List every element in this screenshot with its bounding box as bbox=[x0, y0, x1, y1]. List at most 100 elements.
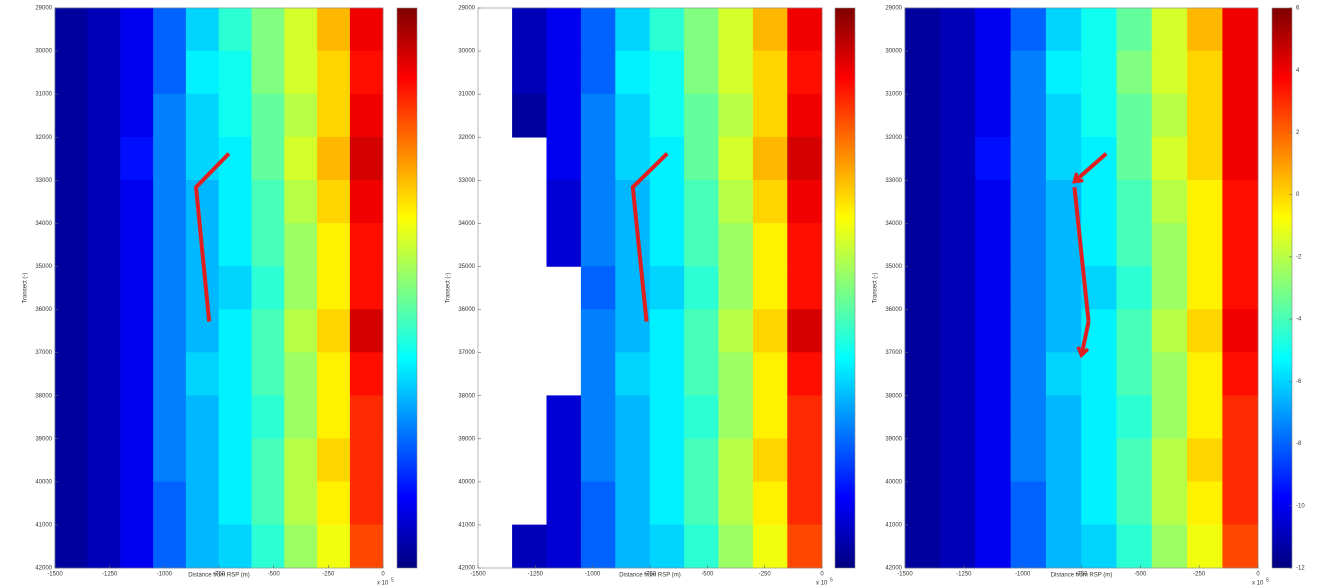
heatmap-cell bbox=[546, 93, 582, 138]
heatmap-cell bbox=[218, 223, 253, 267]
heatmap-cell bbox=[904, 266, 941, 310]
heatmap-cell bbox=[317, 309, 351, 353]
heatmap-cell bbox=[1151, 50, 1188, 95]
heatmap-cell bbox=[1116, 481, 1153, 526]
heatmap-cell bbox=[153, 93, 187, 138]
heatmap-cell bbox=[752, 50, 788, 95]
y-tick-label: 41000 bbox=[885, 523, 902, 529]
heatmap-cell bbox=[940, 50, 976, 95]
annotation-line bbox=[630, 152, 669, 322]
heatmap-cell bbox=[615, 50, 651, 95]
heatmap-cell bbox=[580, 93, 616, 138]
heatmap-cell bbox=[546, 7, 582, 52]
heatmap-cell bbox=[153, 50, 187, 95]
heatmap-cell bbox=[1222, 481, 1259, 526]
x-exponent: 5 bbox=[830, 577, 833, 583]
heatmap-cell bbox=[615, 438, 651, 483]
heatmap-cell bbox=[684, 481, 720, 526]
heatmap-cell bbox=[1116, 223, 1153, 267]
heatmap-cell bbox=[349, 50, 384, 95]
heatmap-cell bbox=[317, 352, 351, 396]
heatmap-cell bbox=[120, 266, 154, 310]
heatmap-cell bbox=[1222, 309, 1259, 353]
heatmap-cell bbox=[615, 481, 651, 526]
colorbar-tick-label: -12 bbox=[1296, 566, 1305, 572]
y-tick-label: 35000 bbox=[885, 264, 902, 270]
heatmap-cell bbox=[546, 180, 582, 224]
heatmap-cell bbox=[649, 481, 685, 526]
heatmap-cell bbox=[904, 50, 941, 95]
heatmap-cell bbox=[317, 180, 351, 224]
heatmap-cell bbox=[975, 524, 1012, 569]
heatmap-cell bbox=[975, 266, 1012, 310]
heatmap-cell bbox=[54, 136, 89, 181]
heatmap-cell bbox=[1081, 7, 1118, 52]
heatmap-cell bbox=[787, 266, 823, 310]
heatmap-cell bbox=[1116, 180, 1153, 224]
heatmap-cell bbox=[752, 223, 788, 267]
heatmap-cell bbox=[684, 136, 720, 181]
heatmap-cell bbox=[185, 352, 220, 396]
heatmap-cell bbox=[1151, 395, 1188, 440]
y-tick-label: 36000 bbox=[35, 307, 52, 313]
heatmap-cell bbox=[649, 266, 685, 310]
heatmap-cell bbox=[1222, 50, 1259, 95]
y-tick-label: 40000 bbox=[35, 479, 52, 485]
heatmap-cell bbox=[54, 7, 89, 52]
heatmap-cell bbox=[684, 93, 720, 138]
colorbar-tick-label: 4 bbox=[1296, 68, 1300, 74]
heatmap-cell bbox=[904, 481, 941, 526]
heatmap-cell bbox=[1187, 438, 1223, 483]
heatmap-cell bbox=[1010, 136, 1047, 181]
annotation-arrowhead bbox=[1076, 346, 1090, 359]
heatmap-cell bbox=[120, 50, 154, 95]
heatmap-cell bbox=[649, 7, 685, 52]
heatmap-cell bbox=[580, 352, 616, 396]
heatmap-cell bbox=[349, 309, 384, 353]
heatmap-cell bbox=[718, 309, 754, 353]
x-multiplier: x 10 bbox=[1252, 581, 1264, 587]
heatmap-cell bbox=[615, 93, 651, 138]
heatmap-cell bbox=[153, 266, 187, 310]
heatmap-cells bbox=[512, 7, 823, 569]
heatmap-cell bbox=[87, 180, 121, 224]
heatmap-cell bbox=[251, 395, 285, 440]
heatmap-cell bbox=[975, 309, 1012, 353]
heatmap-cell bbox=[580, 524, 616, 569]
x-tick-label: -250 bbox=[759, 572, 772, 578]
heatmap-cell bbox=[87, 223, 121, 267]
heatmap-cell bbox=[349, 266, 384, 310]
heatmap-cell bbox=[284, 223, 318, 267]
heatmap-cell bbox=[349, 180, 384, 224]
heatmap-cell bbox=[284, 50, 318, 95]
heatmap-cell bbox=[752, 438, 788, 483]
heatmap-cell bbox=[615, 524, 651, 569]
heatmap-cell bbox=[349, 7, 384, 52]
heatmap-cell bbox=[975, 352, 1012, 396]
heatmap-cell bbox=[54, 524, 89, 569]
heatmap-cell bbox=[87, 352, 121, 396]
x-multiplier: x 10 bbox=[377, 581, 389, 587]
heatmap-cell bbox=[649, 524, 685, 569]
heatmap-cell bbox=[284, 481, 318, 526]
heatmap-cell bbox=[649, 309, 685, 353]
x-tick-label: -1500 bbox=[47, 572, 63, 578]
heatmap-cell bbox=[684, 7, 720, 52]
heatmap-cell bbox=[1187, 352, 1223, 396]
heatmap-cell bbox=[1116, 395, 1153, 440]
heatmap-cells bbox=[904, 7, 1259, 569]
colorbar-tick-label: 0 bbox=[1296, 192, 1300, 198]
heatmap-cell bbox=[1151, 180, 1188, 224]
heatmap-cell bbox=[317, 395, 351, 440]
heatmap-cell bbox=[1045, 266, 1082, 310]
heatmap-cell bbox=[718, 7, 754, 52]
y-tick-label: 38000 bbox=[458, 393, 475, 399]
y-tick-label: 39000 bbox=[458, 436, 475, 442]
heatmap-cell bbox=[904, 180, 941, 224]
heatmap-cell bbox=[580, 309, 616, 353]
x-tick-label: -750 bbox=[644, 572, 657, 578]
heatmap-cell bbox=[153, 7, 187, 52]
heatmap-cell bbox=[1116, 266, 1153, 310]
heatmap-cell bbox=[1010, 309, 1047, 353]
